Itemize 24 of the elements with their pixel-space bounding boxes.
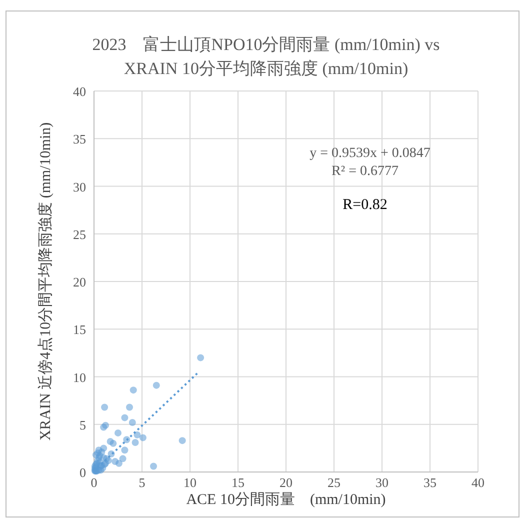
y-tick-label: 20 (73, 274, 86, 290)
y-tick-label: 25 (73, 226, 86, 242)
x-tick-label: 5 (138, 475, 146, 490)
y-tick-label: 0 (80, 465, 86, 480)
annotation: y = 0.9539x + 0.0847 (310, 146, 430, 161)
annotation: R=0.82 (342, 197, 388, 213)
x-tick-label: 25 (328, 475, 340, 490)
y-tick-label: 10 (73, 370, 86, 385)
y-tick-label: 30 (73, 179, 86, 194)
x-tick-label: 15 (232, 475, 244, 490)
x-tick-label: 20 (280, 475, 292, 490)
x-tick-label: 35 (424, 475, 436, 490)
x-tick-label: 10 (184, 475, 196, 490)
annotation: R² = 0.6777 (332, 164, 398, 179)
y-tick-label: 40 (73, 84, 86, 99)
y-tick-label: 15 (73, 322, 86, 338)
y-tick-label: 35 (73, 132, 86, 147)
x-tick-label: 0 (90, 475, 98, 490)
x-axis-title: ACE 10分間雨量 (mm/10min) (186, 491, 386, 508)
x-tick-label: 30 (376, 475, 388, 490)
x-tick-label: 40 (472, 475, 484, 490)
chart-title: 2023 富士山頂NPO10分間雨量 (mm/10min) vs XRAIN 10分平均降雨強度 (mm/10min) (92, 35, 440, 78)
y-axis-title: XRAIN 近傍4点10分間平均降雨強度 (mm/10min) (37, 122, 54, 441)
y-tick-label: 5 (80, 417, 86, 432)
